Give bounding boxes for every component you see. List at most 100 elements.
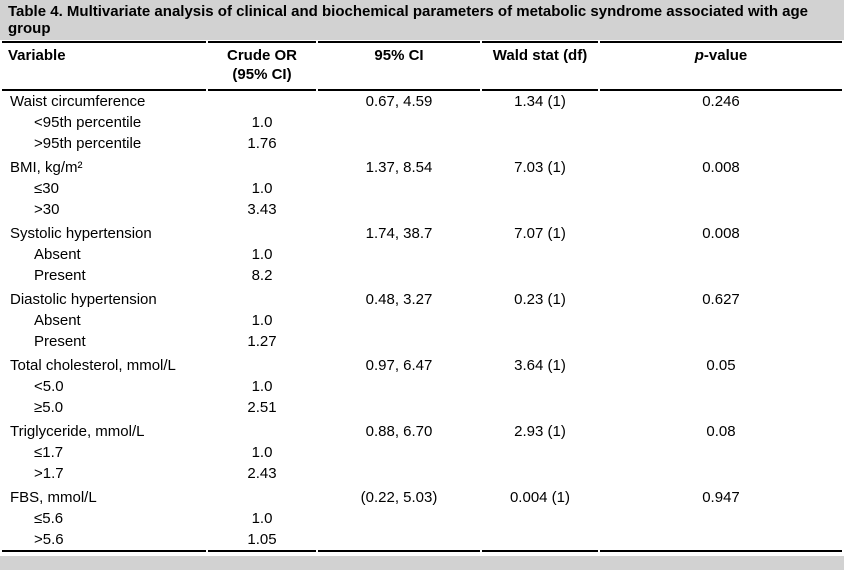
cell-crude-or: 1.27 xyxy=(247,333,277,350)
cell-wald-stat xyxy=(482,331,598,352)
cell-95ci: 1.74, 38.7 xyxy=(365,225,433,242)
cell-p-value: 0.947 xyxy=(702,489,740,506)
cell-95ci xyxy=(318,442,480,463)
row-sub-item: >95th percentile 1.76 xyxy=(2,133,842,154)
bottom-gray-bar xyxy=(0,556,844,570)
row-waist-circumference: Waist circumference 0.67, 4.59 1.34 (1) … xyxy=(2,91,842,112)
cell-variable: Diastolic hypertension xyxy=(10,291,157,308)
cell-95ci xyxy=(318,310,480,331)
table-title: Table 4. Multivariate analysis of clinic… xyxy=(0,0,844,40)
cell-crude-or xyxy=(208,286,316,310)
cell-95ci xyxy=(318,178,480,199)
cell-wald-stat: 2.93 (1) xyxy=(514,423,566,440)
cell-p-value xyxy=(600,463,842,484)
row-sub-item: Absent 1.0 xyxy=(2,244,842,265)
cell-wald-stat xyxy=(482,376,598,397)
row-bmi: BMI, kg/m² 1.37, 8.54 7.03 (1) 0.008 xyxy=(2,154,842,178)
cell-wald-stat xyxy=(482,442,598,463)
cell-95ci xyxy=(318,331,480,352)
cell-p-value xyxy=(600,376,842,397)
cell-p-value xyxy=(600,508,842,529)
cell-wald-stat xyxy=(482,244,598,265)
cell-crude-or: 3.43 xyxy=(247,201,277,218)
cell-variable: FBS, mmol/L xyxy=(10,489,97,506)
cell-95ci: (0.22, 5.03) xyxy=(360,489,438,506)
cell-95ci: 0.67, 4.59 xyxy=(365,93,433,110)
cell-wald-stat xyxy=(482,463,598,484)
cell-wald-stat: 3.64 (1) xyxy=(514,357,566,374)
row-fbs: FBS, mmol/L (0.22, 5.03) 0.004 (1) 0.947 xyxy=(2,484,842,508)
cell-wald-stat xyxy=(482,508,598,529)
cell-variable: Systolic hypertension xyxy=(10,225,152,242)
cell-variable: ≤5.6 xyxy=(34,510,64,527)
p-value-italic-p: p xyxy=(694,47,704,64)
row-total-cholesterol: Total cholesterol, mmol/L 0.97, 6.47 3.6… xyxy=(2,352,842,376)
cell-p-value xyxy=(600,133,842,154)
row-sub-item: >5.6 1.05 xyxy=(2,529,842,552)
cell-variable: BMI, kg/m² xyxy=(10,159,83,176)
cell-p-value: 0.05 xyxy=(706,357,736,374)
cell-crude-or: 1.05 xyxy=(208,529,316,552)
cell-wald-stat xyxy=(482,397,598,418)
cell-variable: <5.0 xyxy=(34,378,64,395)
cell-crude-or: 1.0 xyxy=(251,510,273,527)
cell-p-value: 0.246 xyxy=(702,93,740,110)
cell-variable: ≤30 xyxy=(34,180,59,197)
col-header-variable: Variable xyxy=(2,41,206,91)
cell-crude-or: 2.43 xyxy=(247,465,277,482)
cell-wald-stat: 7.07 (1) xyxy=(514,225,566,242)
cell-95ci: 0.88, 6.70 xyxy=(365,423,433,440)
cell-wald-stat xyxy=(482,310,598,331)
cell-variable: Waist circumference xyxy=(10,93,146,110)
cell-variable: Absent xyxy=(34,312,81,329)
cell-p-value: 0.008 xyxy=(702,159,740,176)
row-sub-item: <95th percentile 1.0 xyxy=(2,112,842,133)
row-sub-item: ≤30 1.0 xyxy=(2,178,842,199)
cell-95ci xyxy=(318,397,480,418)
cell-95ci xyxy=(318,529,480,552)
cell-95ci xyxy=(318,112,480,133)
cell-crude-or xyxy=(208,352,316,376)
cell-p-value xyxy=(600,310,842,331)
row-sub-item: <5.0 1.0 xyxy=(2,376,842,397)
cell-crude-or: 1.76 xyxy=(247,135,277,152)
cell-95ci xyxy=(318,199,480,220)
cell-variable: Present xyxy=(34,333,86,350)
row-sub-item: Absent 1.0 xyxy=(2,310,842,331)
cell-crude-or: 1.0 xyxy=(251,378,273,395)
cell-95ci xyxy=(318,133,480,154)
cell-p-value xyxy=(600,199,842,220)
cell-variable: ≥5.0 xyxy=(34,399,64,416)
cell-wald-stat xyxy=(482,112,598,133)
cell-p-value xyxy=(600,529,842,552)
cell-crude-or: 1.0 xyxy=(251,114,273,131)
row-sub-item: Present 1.27 xyxy=(2,331,842,352)
cell-wald-stat: 0.004 (1) xyxy=(509,489,571,506)
cell-wald-stat: 1.34 (1) xyxy=(514,93,566,110)
cell-crude-or: 1.0 xyxy=(251,312,273,329)
cell-wald-stat xyxy=(482,133,598,154)
cell-variable: >1.7 xyxy=(34,465,64,482)
cell-variable: Present xyxy=(34,267,86,284)
cell-95ci xyxy=(318,463,480,484)
cell-crude-or: 8.2 xyxy=(251,267,273,284)
cell-wald-stat xyxy=(482,265,598,286)
cell-crude-or xyxy=(208,220,316,244)
cell-p-value xyxy=(600,397,842,418)
cell-crude-or xyxy=(208,91,316,112)
cell-p-value: 0.08 xyxy=(706,423,736,440)
cell-variable: >5.6 xyxy=(2,529,206,552)
row-sub-item: ≥5.0 2.51 xyxy=(2,397,842,418)
cell-wald-stat: 7.03 (1) xyxy=(514,159,566,176)
col-header-95ci: 95% CI xyxy=(318,41,480,91)
cell-95ci xyxy=(318,244,480,265)
col-header-crude-or: Crude OR (95% CI) xyxy=(208,41,316,91)
cell-p-value: 0.627 xyxy=(702,291,740,308)
cell-crude-or: 1.0 xyxy=(251,246,273,263)
cell-p-value xyxy=(600,112,842,133)
row-sub-item: Present 8.2 xyxy=(2,265,842,286)
row-sub-item: >30 3.43 xyxy=(2,199,842,220)
cell-95ci xyxy=(318,376,480,397)
cell-95ci: 0.48, 3.27 xyxy=(365,291,433,308)
cell-p-value xyxy=(600,265,842,286)
